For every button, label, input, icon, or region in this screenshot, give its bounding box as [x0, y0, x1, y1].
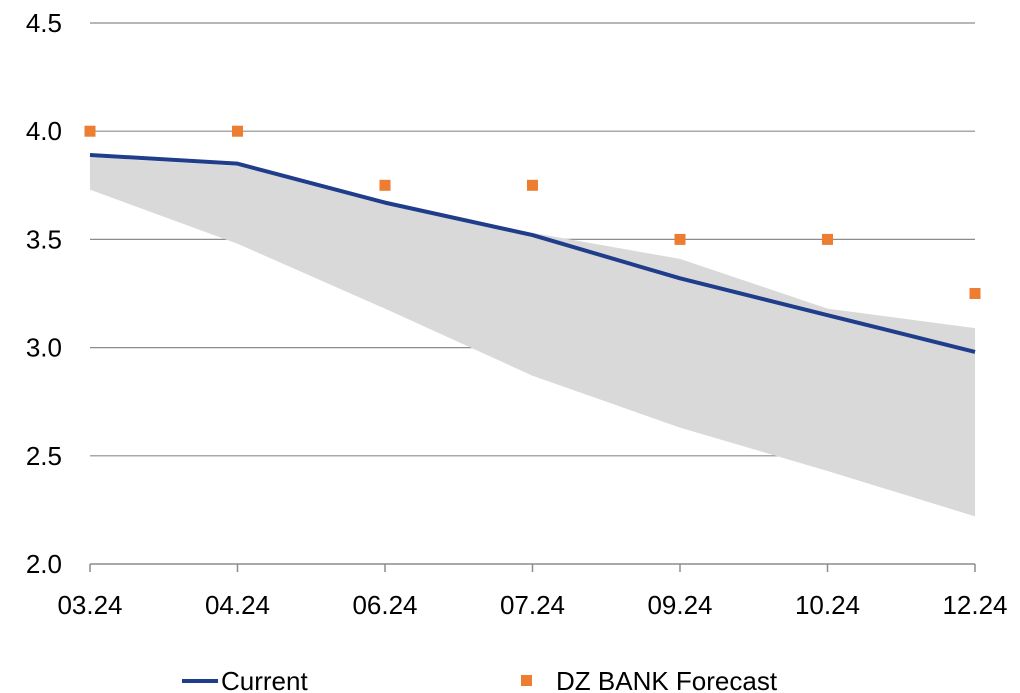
x-axis-tick-labels: 03.24 04.24 06.24 07.24 09.24 10.24 12.24 — [57, 590, 1007, 620]
legend-forecast-label: DZ BANK Forecast — [556, 666, 778, 693]
forecast-point — [379, 179, 391, 191]
y-tick-label: 2.5 — [26, 441, 62, 471]
x-tick-label: 10.24 — [795, 590, 860, 620]
x-tick-label: 06.24 — [352, 590, 417, 620]
forecast-point — [674, 233, 686, 245]
legend-current-label: Current — [221, 666, 308, 693]
forecast-point — [969, 288, 981, 299]
y-tick-label: 4.5 — [26, 8, 62, 38]
y-axis-tick-labels: 2.0 2.5 3.0 3.5 4.0 4.5 — [26, 8, 62, 579]
y-tick-label: 3.5 — [26, 224, 62, 254]
forecast-point — [84, 125, 96, 137]
forecast-point — [822, 233, 833, 245]
x-tick-label: 07.24 — [500, 590, 565, 620]
forecast-series — [84, 125, 981, 299]
x-tick-label: 12.24 — [942, 590, 1007, 620]
x-tick-label: 04.24 — [205, 590, 270, 620]
legend-forecast-swatch — [521, 675, 532, 686]
forecast-range-area — [90, 157, 975, 517]
legend: Current DZ BANK Forecast — [182, 666, 778, 693]
y-tick-label: 3.0 — [26, 333, 62, 363]
x-tick-label: 09.24 — [647, 590, 712, 620]
current-line — [89, 153, 976, 354]
forecast-range-band — [90, 157, 975, 517]
x-axis — [89, 563, 976, 572]
forecast-point — [527, 179, 538, 191]
y-tick-label: 2.0 — [26, 549, 62, 579]
forecast-point — [232, 125, 243, 137]
x-tick-label: 03.24 — [57, 590, 122, 620]
current-series — [89, 153, 976, 354]
y-tick-label: 4.0 — [26, 116, 62, 146]
